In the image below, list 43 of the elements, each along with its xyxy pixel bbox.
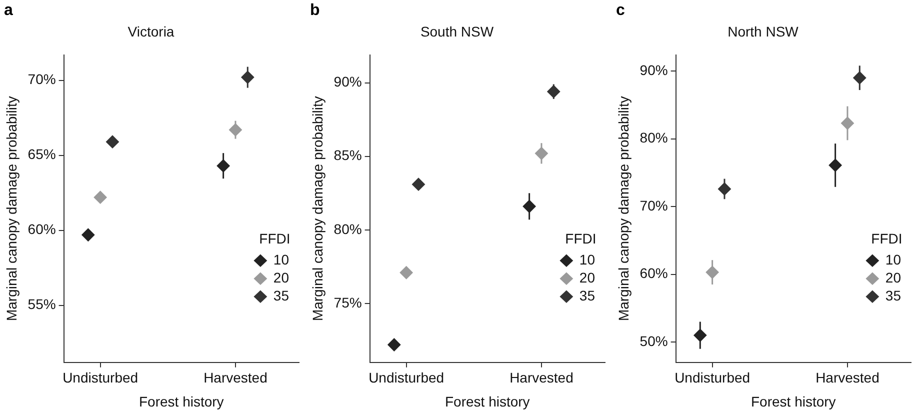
text: b	[310, 2, 320, 20]
legend-label: 35	[579, 287, 596, 304]
y-tick-label: 60%	[28, 221, 56, 238]
y-tick-label: 80%	[640, 130, 668, 146]
x-axis-title: Forest history	[139, 393, 224, 410]
legend-title: FFDI	[565, 230, 596, 247]
x-axis-title: Forest history	[445, 393, 530, 410]
legend-label: 35	[273, 287, 290, 304]
y-axis-title: Marginal canopy damage probability	[3, 96, 20, 322]
legend-label: 10	[885, 251, 902, 268]
y-tick-label: 75%	[334, 294, 362, 310]
y-tick-label: 90%	[640, 62, 668, 78]
x-tick-label: Harvested	[816, 370, 880, 386]
legend-title: FFDI	[259, 230, 290, 247]
chart-title: North NSW	[728, 23, 800, 40]
x-tick-label: Harvested	[204, 370, 268, 386]
y-tick-label: 85%	[334, 147, 362, 164]
text: a	[4, 2, 13, 20]
y-tick-label: 90%	[334, 74, 362, 90]
x-tick-label: Undisturbed	[674, 370, 750, 386]
y-tick-label: 70%	[28, 71, 56, 88]
legend-label: 20	[579, 269, 596, 286]
chart-title: Victoria	[128, 23, 174, 40]
y-tick-label: 65%	[28, 146, 56, 162]
y-axis-title: Marginal canopy damage probability	[309, 96, 326, 322]
y-tick-label: 80%	[334, 220, 362, 237]
y-tick-label: 50%	[640, 332, 668, 349]
x-tick-label: Undisturbed	[62, 370, 138, 386]
y-tick-label: 60%	[640, 265, 668, 282]
y-tick-label: 55%	[28, 296, 56, 312]
x-tick-label: Harvested	[510, 370, 574, 386]
legend-label: 35	[885, 287, 902, 304]
y-tick-label: 70%	[640, 197, 668, 214]
legend-label: 10	[579, 251, 596, 268]
legend-label: 10	[273, 251, 290, 268]
text: c	[616, 2, 625, 20]
legend-label: 20	[273, 269, 290, 286]
y-axis-title: Marginal canopy damage probability	[615, 96, 632, 322]
chart-title: South NSW	[420, 23, 494, 40]
x-tick-label: Undisturbed	[368, 370, 444, 386]
x-axis-title: Forest history	[751, 393, 836, 410]
legend-label: 20	[885, 269, 902, 286]
legend-title: FFDI	[871, 230, 902, 247]
